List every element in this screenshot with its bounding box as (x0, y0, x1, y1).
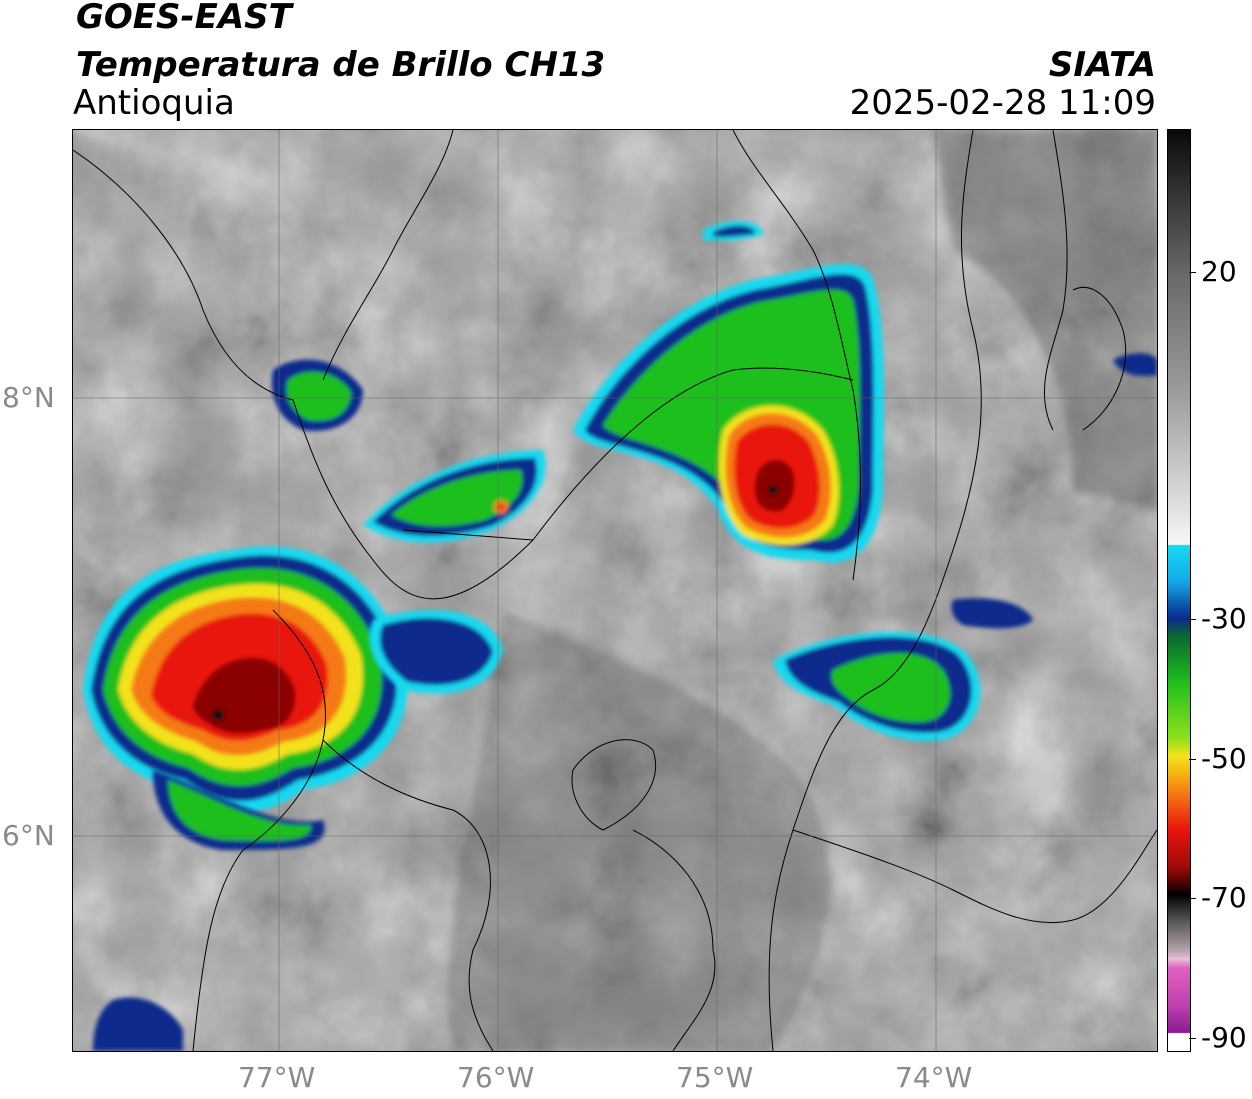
datetime-label: 2025-02-28 11:09 (849, 83, 1156, 123)
colorbar-label-minus70: -70 (1201, 881, 1247, 914)
colorbar-tick-70 (1189, 898, 1196, 899)
colorbar-tick-20 (1189, 272, 1196, 273)
colorbar-label-minus90: -90 (1201, 1021, 1247, 1054)
colorbar-label-minus30: -30 (1201, 602, 1247, 635)
colorbar-label-20: 20 (1201, 255, 1237, 288)
temperature-colorbar (1167, 129, 1191, 1052)
satellite-map[interactable] (72, 129, 1158, 1052)
lat-label-8n: 8°N (2, 381, 55, 414)
political-borders (73, 130, 1157, 1051)
lon-label-75w: 75°W (676, 1061, 754, 1094)
map-canvas (73, 130, 1157, 1051)
storm-west (83, 546, 408, 813)
colorbar-tick-90 (1189, 1038, 1196, 1039)
land-shading (447, 610, 830, 1051)
lon-label-76w: 76°W (457, 1061, 535, 1094)
lon-label-74w: 74°W (895, 1061, 973, 1094)
product-title: Temperatura de Brillo CH13 (76, 45, 606, 85)
lat-label-6n: 6°N (2, 819, 55, 852)
storm-west-band (93, 610, 503, 1051)
region-title: Antioquia (73, 83, 235, 123)
lon-label-77w: 77°W (238, 1061, 316, 1094)
organization-title: SIATA (1048, 45, 1156, 85)
colorbar-tick-50 (1189, 759, 1196, 760)
graticule (73, 130, 1157, 1051)
colorbar-tick-30 (1189, 619, 1196, 620)
satellite-title: GOES-EAST (76, 0, 292, 37)
storm-east (573, 220, 884, 563)
storm-central-band (271, 359, 546, 543)
storm-southeast (773, 353, 1157, 741)
colorbar-label-minus50: -50 (1201, 742, 1247, 775)
